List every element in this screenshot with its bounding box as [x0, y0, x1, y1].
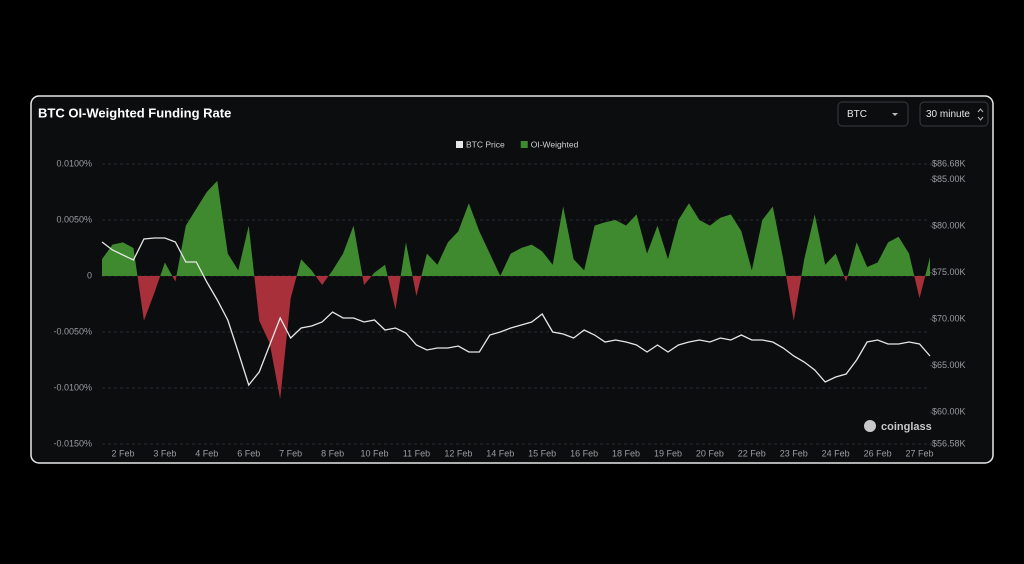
watermark: coinglass: [864, 420, 932, 433]
x-tick-label: 4 Feb: [195, 448, 218, 458]
x-tick-label: 3 Feb: [153, 448, 176, 458]
select-label[interactable]: BTC: [847, 109, 867, 120]
x-tick-label: 7 Feb: [279, 448, 302, 458]
watermark-text: coinglass: [881, 421, 932, 433]
x-tick-label: 8 Feb: [321, 448, 344, 458]
y-tick-label: -0.0050%: [53, 326, 92, 336]
y-tick-label: 0.0100%: [56, 158, 92, 168]
x-tick-label: 19 Feb: [654, 448, 682, 458]
y2-tick-label: $56.58K: [932, 438, 966, 448]
x-tick-label: 27 Feb: [906, 448, 934, 458]
x-tick-label: 11 Feb: [403, 448, 430, 458]
area-positive: [102, 180, 930, 276]
y2-tick-label: $75.00K: [932, 267, 966, 277]
select-label[interactable]: 30 minute: [926, 109, 970, 120]
legend-swatch: [456, 141, 463, 148]
legend-label: BTC Price: [466, 139, 505, 149]
x-tick-label: 23 Feb: [780, 448, 808, 458]
interval-select[interactable]: 30 minute: [919, 101, 989, 127]
y2-tick-label: $70.00K: [932, 314, 966, 324]
x-tick-label: 15 Feb: [528, 448, 556, 458]
y-tick-label: 0.0050%: [56, 214, 92, 224]
chart-title: BTC OI-Weighted Funding Rate: [38, 105, 231, 120]
x-tick-label: 10 Feb: [360, 448, 388, 458]
x-tick-label: 16 Feb: [570, 448, 598, 458]
watermark-icon: [864, 420, 876, 432]
x-tick-label: 12 Feb: [444, 448, 472, 458]
y2-tick-label: $65.00K: [932, 360, 966, 370]
y-tick-label: -0.0100%: [53, 382, 92, 392]
x-tick-label: 18 Feb: [612, 448, 640, 458]
x-tick-label: 26 Feb: [864, 448, 892, 458]
symbol-select[interactable]: BTC: [837, 101, 909, 127]
x-tick-label: 14 Feb: [486, 448, 514, 458]
y-tick-label: -0.0150%: [53, 438, 92, 448]
x-tick-label: 2 Feb: [111, 448, 134, 458]
area-negative: [102, 276, 930, 400]
legend-label: OI-Weighted: [531, 139, 579, 149]
y2-tick-label: $60.00K: [932, 407, 966, 417]
y-tick-label: 0: [87, 270, 92, 280]
select-arrow: [977, 108, 984, 121]
select-box[interactable]: [919, 101, 989, 127]
x-tick-label: 20 Feb: [696, 448, 724, 458]
price-line: [101, 237, 931, 387]
x-tick-label: 22 Feb: [738, 448, 766, 458]
x-tick-label: 6 Feb: [237, 448, 260, 458]
y2-tick-label: $80.00K: [932, 221, 966, 231]
select-arrow: [892, 113, 898, 116]
x-tick-label: 24 Feb: [822, 448, 850, 458]
y2-tick-label: $85.00K: [932, 174, 966, 184]
select-box[interactable]: [837, 101, 909, 127]
legend-swatch: [520, 141, 528, 148]
card: [30, 95, 994, 464]
y2-tick-label: $86.68K: [932, 158, 966, 168]
